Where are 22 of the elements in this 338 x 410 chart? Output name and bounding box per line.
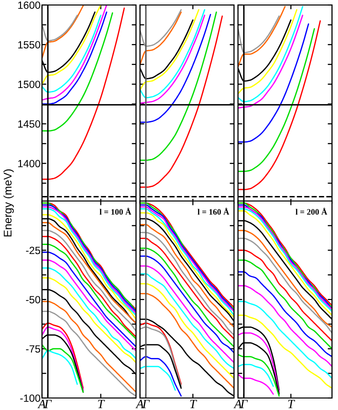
x-tick-label: T: [288, 400, 296, 408]
y-tick-label: 1550: [18, 41, 40, 48]
y-tick-label: 1400: [18, 160, 40, 168]
y-tick-label: -50: [26, 296, 40, 304]
y-tick-label: 1450: [18, 120, 40, 128]
x-tick-label: A: [136, 400, 144, 408]
y-tick-label: -100: [20, 394, 40, 402]
x-tick-label: T: [98, 400, 105, 408]
x-tick-label: A: [234, 400, 242, 408]
y-tick-label: 1600: [18, 2, 40, 9]
annotation: l = 160 Å: [198, 208, 230, 215]
x-tick-label: Γ: [142, 400, 150, 408]
x-tick-label: Γ: [44, 400, 52, 408]
x-tick-label: A: [38, 400, 46, 408]
y-axis-title: Energy (meV): [3, 169, 14, 236]
x-tick-label: Γ: [240, 400, 248, 408]
annotation: l = 100 Å: [100, 208, 132, 215]
x-tick-label: T: [190, 400, 198, 408]
y-tick-label: -75: [26, 345, 40, 353]
y-tick-label: -25: [26, 246, 40, 254]
annotation: l = 200 Å: [296, 208, 328, 215]
y-tick-label: 1500: [18, 80, 40, 88]
